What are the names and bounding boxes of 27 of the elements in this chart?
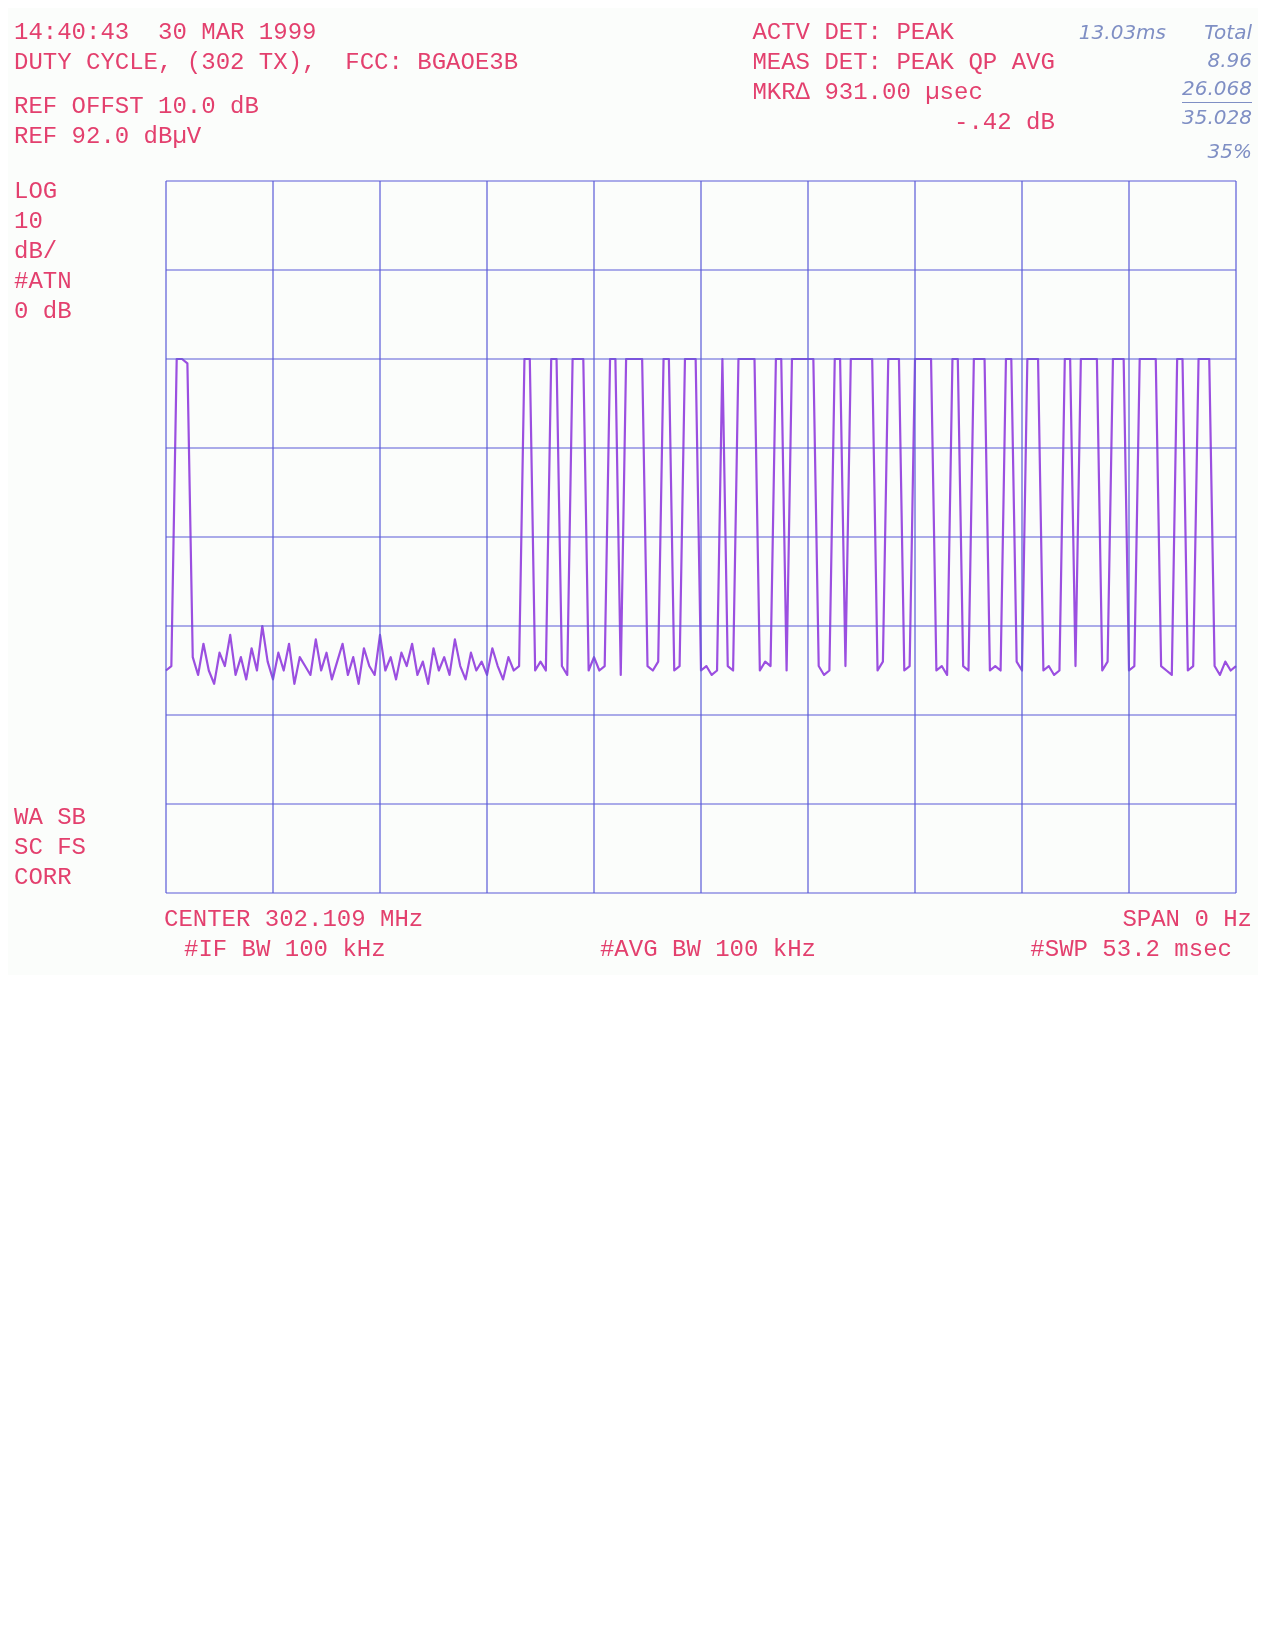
text: Total (1203, 19, 1252, 46)
chart-subtitle: DUTY CYCLE, (302 TX), FCC: BGAOE3B (14, 48, 519, 78)
text: -.42 dB (953, 108, 1055, 138)
text: 26.068 (1182, 74, 1252, 103)
text: 0 dB (14, 297, 73, 327)
text: CORR (14, 863, 73, 893)
text: #AVG BW 100 kHz (599, 935, 817, 965)
text: #ATN (14, 267, 73, 297)
text: dB/ (14, 237, 59, 267)
chart-title: 14:40:43 30 MAR 1999 (14, 18, 318, 48)
text: SC FS (14, 833, 87, 863)
text: ACTV DET: PEAK (752, 18, 956, 48)
text: #IF BW 100 kHz (184, 935, 386, 965)
text: 8.96 (1206, 47, 1252, 74)
text: 10 (14, 207, 44, 237)
text: 13.03ms (1078, 19, 1167, 46)
text: 35% (1206, 138, 1252, 165)
text: LOG (14, 177, 59, 207)
text: 35.028 (1182, 104, 1252, 131)
text: CENTER 302.109 MHz (164, 905, 424, 935)
text: #SWP 53.2 msec (1030, 935, 1232, 965)
text: SPAN 0 Hz (1122, 905, 1252, 935)
text: REF 92.0 dBµV (14, 122, 203, 152)
text: WA SB (14, 803, 87, 833)
text: REF OFFST 10.0 dB (14, 92, 260, 122)
text: MKR∆ 931.00 µsec (752, 78, 984, 108)
text: MEAS DET: PEAK QP AVG (752, 48, 1055, 78)
